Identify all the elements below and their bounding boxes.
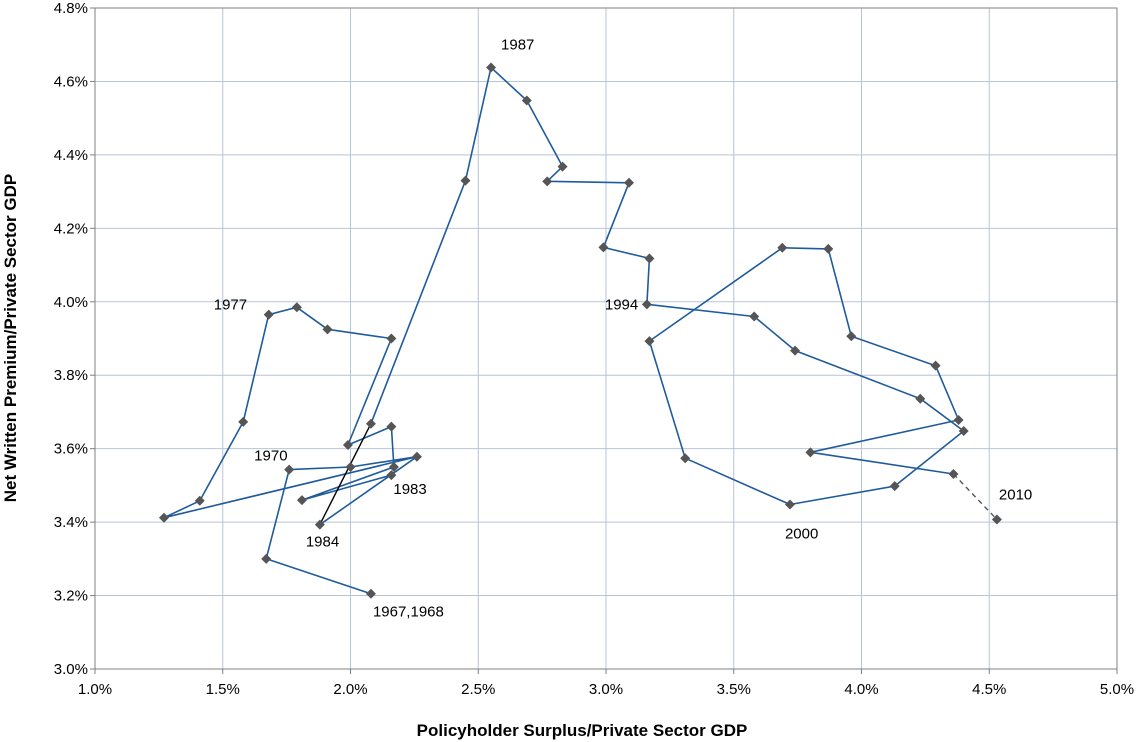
point-annotation: 1987 <box>501 36 534 53</box>
data-point <box>194 495 205 506</box>
data-point <box>460 175 471 186</box>
series-line <box>319 423 372 526</box>
data-point <box>158 512 169 523</box>
y-tick-label: 3.2% <box>54 588 88 605</box>
data-point <box>542 176 553 187</box>
data-point <box>777 242 788 253</box>
point-annotation: 2010 <box>999 487 1032 504</box>
point-annotation: 1977 <box>214 297 247 314</box>
x-axis-label: Policyholder Surplus/Private Sector GDP <box>417 721 748 740</box>
x-tick-label: 1.5% <box>206 681 240 698</box>
point-annotation: 1984 <box>306 534 339 551</box>
data-point <box>284 464 295 475</box>
data-point <box>521 95 532 106</box>
point-annotation: 2000 <box>785 525 818 542</box>
x-tick-label: 4.5% <box>972 681 1006 698</box>
y-tick-label: 4.0% <box>54 294 88 311</box>
data-point <box>411 451 422 462</box>
data-point <box>291 302 302 313</box>
x-tick-label: 2.5% <box>461 681 495 698</box>
x-tick-label: 4.0% <box>844 681 878 698</box>
data-point <box>598 242 609 253</box>
data-point <box>641 299 652 310</box>
y-tick-label: 3.8% <box>54 367 88 384</box>
x-tick-label: 5.0% <box>1100 681 1134 698</box>
data-point <box>749 311 760 322</box>
data-point <box>388 462 399 473</box>
data-point <box>314 519 325 530</box>
data-point <box>386 421 397 432</box>
x-tick-label: 3.0% <box>589 681 623 698</box>
point-annotation: 1967,1968 <box>373 604 444 621</box>
x-axis-ticks: 1.0% 1.5% 2.0% 2.5% 3.0% 3.5% 4.0% 4.5% 5.0% <box>78 669 1134 698</box>
series-line <box>952 473 998 520</box>
series-markers <box>158 62 1002 599</box>
data-point <box>623 177 634 188</box>
data-point <box>644 253 655 264</box>
point-annotations: 1987 1977 1994 1970 1983 1984 1967,1968 2000 201… <box>214 36 1033 620</box>
y-tick-label: 4.2% <box>54 220 88 237</box>
data-point <box>948 469 959 480</box>
data-point <box>263 309 274 320</box>
data-point <box>930 360 941 371</box>
data-point <box>322 324 333 335</box>
y-tick-label: 3.4% <box>54 514 88 531</box>
data-point <box>790 345 801 356</box>
data-point <box>557 161 568 172</box>
y-tick-label: 4.8% <box>54 0 88 17</box>
series-line <box>163 306 418 595</box>
data-point <box>953 415 964 426</box>
x-tick-label: 1.0% <box>78 681 112 698</box>
y-axis-label: Net Written Premium/Private Sector GDP <box>1 174 20 502</box>
y-tick-label: 4.6% <box>54 73 88 90</box>
data-point <box>261 553 272 564</box>
data-point <box>486 62 497 73</box>
data-point <box>805 447 816 458</box>
data-point <box>365 588 376 599</box>
y-tick-label: 4.4% <box>54 147 88 164</box>
y-tick-label: 3.6% <box>54 441 88 458</box>
point-annotation: 1983 <box>393 481 426 498</box>
data-point <box>345 462 356 473</box>
data-point <box>991 514 1002 525</box>
data-point <box>846 331 857 342</box>
series-lines <box>163 66 998 595</box>
data-point <box>680 453 691 464</box>
data-point <box>644 336 655 347</box>
y-axis-ticks: 3.0% 3.2% 3.4% 3.6% 3.8% 4.0% 4.2% 4.4% 4.6% 4.8% <box>54 0 95 678</box>
data-point <box>365 418 376 429</box>
series-line <box>370 66 965 506</box>
point-annotation: 1994 <box>605 296 638 313</box>
data-point <box>296 495 307 506</box>
point-annotation: 1970 <box>254 448 287 465</box>
data-point <box>238 416 249 427</box>
x-tick-label: 2.0% <box>333 681 367 698</box>
data-point <box>823 243 834 254</box>
data-point <box>915 393 926 404</box>
y-tick-label: 3.0% <box>54 661 88 678</box>
data-point <box>784 499 795 510</box>
data-point <box>889 481 900 492</box>
gridlines <box>95 8 1117 669</box>
x-tick-label: 3.5% <box>717 681 751 698</box>
data-point <box>958 426 969 437</box>
data-point <box>342 439 353 450</box>
data-point <box>386 333 397 344</box>
series-line <box>319 456 418 526</box>
data-point <box>386 470 397 481</box>
